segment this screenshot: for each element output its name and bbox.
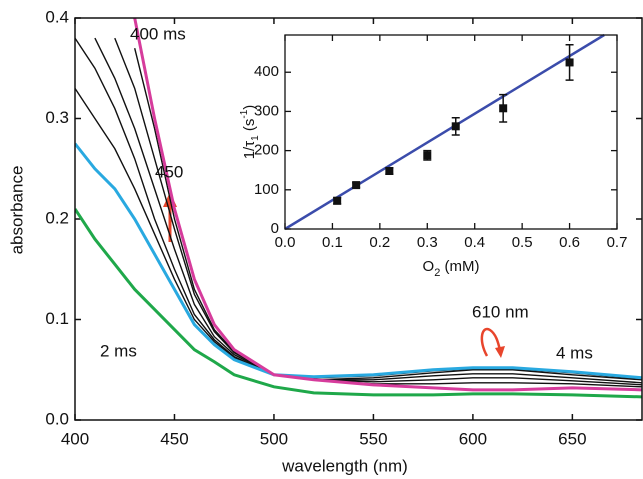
- x-tick-label: 400: [61, 429, 89, 448]
- fit-line: [284, 33, 605, 231]
- y-tick-label: 0.4: [45, 7, 69, 26]
- x-tick-label: 550: [359, 429, 387, 448]
- point: [333, 196, 342, 205]
- plot: 400 450 500 550 600 650 0.0 0.1 0.2 0.3 0.4: [45, 7, 642, 448]
- label-part: (s: [241, 119, 258, 136]
- point: [499, 104, 508, 113]
- line: [133, 18, 642, 392]
- y-tick-label: 0.3: [45, 108, 69, 127]
- line: [75, 37, 642, 381]
- line: [94, 37, 642, 384]
- y-tick-label: 100: [254, 181, 279, 198]
- x-tick-label: 0.3: [417, 234, 438, 251]
- label-part: 2: [434, 267, 440, 279]
- y-axis-label: 1/τ1 (s-1): [239, 105, 261, 160]
- x-tick-label: 0.0: [275, 234, 296, 251]
- point: [423, 151, 432, 160]
- annotation: 450: [155, 162, 183, 181]
- y-tick-label: 200: [254, 142, 279, 159]
- x-tick-label: 0.5: [512, 234, 533, 251]
- x-tick-label: 0.6: [559, 234, 580, 251]
- series-label: 400 ms: [130, 24, 186, 43]
- arrow-head: [495, 346, 505, 358]
- label-part: O: [423, 258, 435, 275]
- y-tick-label: 0.0: [45, 409, 69, 428]
- line: [75, 142, 642, 380]
- y-tick-label: 0: [271, 220, 279, 237]
- x-axis-label: wavelength (nm): [281, 456, 408, 475]
- x-tick-label: 0.4: [464, 234, 485, 251]
- point: [352, 181, 361, 190]
- y-tick-label: 0.2: [45, 208, 69, 227]
- label-part: (mM): [440, 258, 479, 275]
- lines: [75, 18, 642, 399]
- label-part: -1: [239, 109, 250, 118]
- x-tick-label: 650: [558, 429, 586, 448]
- x-axis-label: O2 (mM): [423, 258, 480, 279]
- y-axis-label: absorbance: [7, 166, 26, 255]
- x-tick-label: 0.7: [607, 234, 628, 251]
- point: [385, 166, 394, 175]
- plot: 0.0 0.1 0.2 0.3 0.4 0.5 0.6 0.7 0 100 200 300 400: [254, 35, 627, 251]
- y-tick-label: 0.1: [45, 309, 69, 328]
- annotation: 610 nm: [472, 302, 529, 321]
- label-part: 1/τ: [241, 141, 258, 160]
- x-tick-label: 0.2: [369, 234, 390, 251]
- x-tick-label: 0.1: [322, 234, 343, 251]
- series-label: 4 ms: [556, 343, 593, 362]
- point: [451, 122, 460, 131]
- y-tick-label: 400: [254, 63, 279, 80]
- arrow: [480, 327, 502, 357]
- x-tick-label: 500: [260, 429, 288, 448]
- line: [75, 208, 642, 399]
- y-tick-label: 300: [254, 102, 279, 119]
- point: [565, 58, 574, 67]
- series-label: 2 ms: [100, 341, 137, 360]
- inset-frame: [284, 34, 618, 230]
- x-tick-label: 450: [160, 429, 188, 448]
- label-part: ): [241, 105, 258, 110]
- frame: [74, 17, 643, 421]
- label-part: 1: [250, 135, 261, 141]
- x-tick-label: 600: [459, 429, 487, 448]
